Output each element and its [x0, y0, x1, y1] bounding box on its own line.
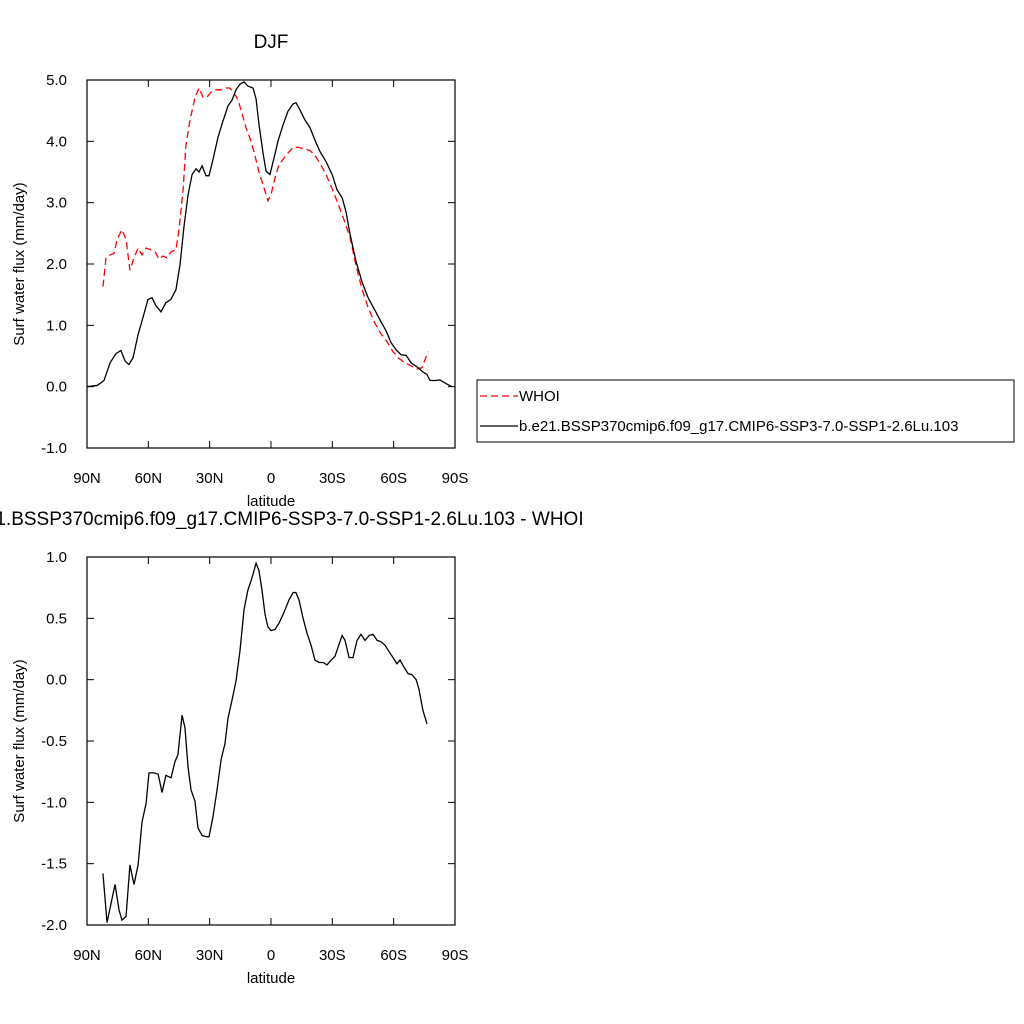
x-tick-label: 0	[267, 470, 275, 487]
x-tick-label: 60N	[135, 470, 163, 487]
data-line	[102, 561, 428, 923]
legend-label: b.e21.BSSP370cmip6.f09_g17.CMIP6-SSP3-7.…	[519, 418, 958, 435]
y-tick-label: -1.5	[41, 856, 67, 873]
chart-title: b.e21.BSSP370cmip6.f09_g17.CMIP6-SSP3-7.…	[0, 509, 584, 530]
x-tick-label: 60S	[380, 947, 407, 964]
y-tick-label: 0.0	[46, 672, 67, 689]
x-tick-label: 90S	[442, 947, 469, 964]
y-tick-label: 3.0	[46, 195, 67, 212]
y-axis-label: Surf water flux (mm/day)	[11, 659, 28, 822]
x-tick-label: 90N	[73, 470, 101, 487]
y-tick-label: 1.0	[46, 549, 67, 566]
y-tick-label: -0.5	[41, 733, 67, 750]
x-axis-label: latitude	[247, 970, 295, 987]
plot-frame	[86, 79, 456, 449]
x-tick-label: 30S	[319, 470, 346, 487]
x-axis-label: latitude	[247, 493, 295, 510]
data-line	[86, 81, 453, 388]
x-tick-label: 30N	[196, 470, 224, 487]
y-tick-label: 4.0	[46, 133, 67, 150]
data-line	[102, 86, 429, 370]
y-tick-label: 2.0	[46, 256, 67, 273]
y-tick-label: -1.0	[41, 440, 67, 457]
legend-box	[476, 379, 1015, 443]
y-tick-label: 0.0	[46, 379, 67, 396]
x-tick-label: 30N	[196, 947, 224, 964]
chart-title: DJF	[254, 32, 289, 53]
x-tick-label: 60S	[380, 470, 407, 487]
x-tick-label: 30S	[319, 947, 346, 964]
x-tick-label: 60N	[135, 947, 163, 964]
x-tick-label: 90N	[73, 947, 101, 964]
legend-label: WHOI	[519, 388, 560, 405]
y-tick-label: 1.0	[46, 317, 67, 334]
x-tick-label: 90S	[442, 470, 469, 487]
y-axis-label: Surf water flux (mm/day)	[11, 182, 28, 345]
y-tick-label: 0.5	[46, 610, 67, 627]
y-tick-label: -1.0	[41, 794, 67, 811]
y-tick-label: -2.0	[41, 917, 67, 934]
x-tick-label: 0	[267, 947, 275, 964]
y-tick-label: 5.0	[46, 72, 67, 89]
plot-frame	[86, 556, 456, 926]
